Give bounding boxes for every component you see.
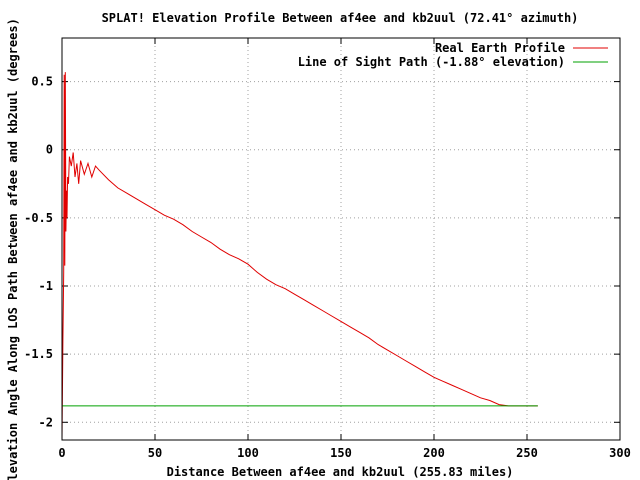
y-tick-label: -2 xyxy=(39,415,53,429)
chart-title: SPLAT! Elevation Profile Between af4ee a… xyxy=(102,11,579,25)
x-axis-label: Distance Between af4ee and kb2uul (255.8… xyxy=(167,465,514,479)
y-axis-label: Elevation Angle Along LOS Path Between a… xyxy=(6,18,20,480)
y-tick-label: 0.5 xyxy=(31,75,53,89)
series-lines xyxy=(61,72,538,441)
legend-label-real-earth-profile: Real Earth Profile xyxy=(435,41,565,55)
x-tick-label: 250 xyxy=(516,446,538,460)
series-line-real-earth-profile xyxy=(61,72,538,441)
x-tick-label: 100 xyxy=(237,446,259,460)
x-tick-label: 300 xyxy=(609,446,631,460)
y-tick-label: -1.5 xyxy=(24,347,53,361)
y-tick-label: -1 xyxy=(39,279,53,293)
x-tick-label: 50 xyxy=(148,446,162,460)
y-tick-label: 0 xyxy=(46,143,53,157)
x-tick-label: 150 xyxy=(330,446,352,460)
legend: Real Earth Profile Line of Sight Path (-… xyxy=(298,41,608,69)
grid xyxy=(62,38,620,440)
plot-frame xyxy=(61,37,621,441)
axis-ticks: 0 50 100 150 200 250 300 0.5 0 -0.5 -1 -1.5 -2 xyxy=(24,38,631,460)
x-tick-label: 0 xyxy=(58,446,65,460)
y-tick-label: -0.5 xyxy=(24,211,53,225)
legend-label-line-of-sight: Line of Sight Path (-1.88° elevation) xyxy=(298,55,565,69)
x-tick-label: 200 xyxy=(423,446,445,460)
